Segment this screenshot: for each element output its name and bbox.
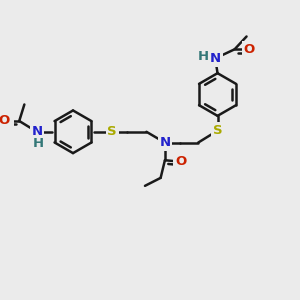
Text: H: H <box>198 50 209 64</box>
Text: O: O <box>244 43 255 56</box>
Text: S: S <box>107 125 117 138</box>
Text: O: O <box>175 155 186 168</box>
Text: N: N <box>31 125 42 138</box>
Text: H: H <box>33 137 44 150</box>
Text: N: N <box>210 52 221 65</box>
Text: N: N <box>159 136 170 149</box>
Text: O: O <box>0 115 10 128</box>
Text: S: S <box>213 124 222 137</box>
